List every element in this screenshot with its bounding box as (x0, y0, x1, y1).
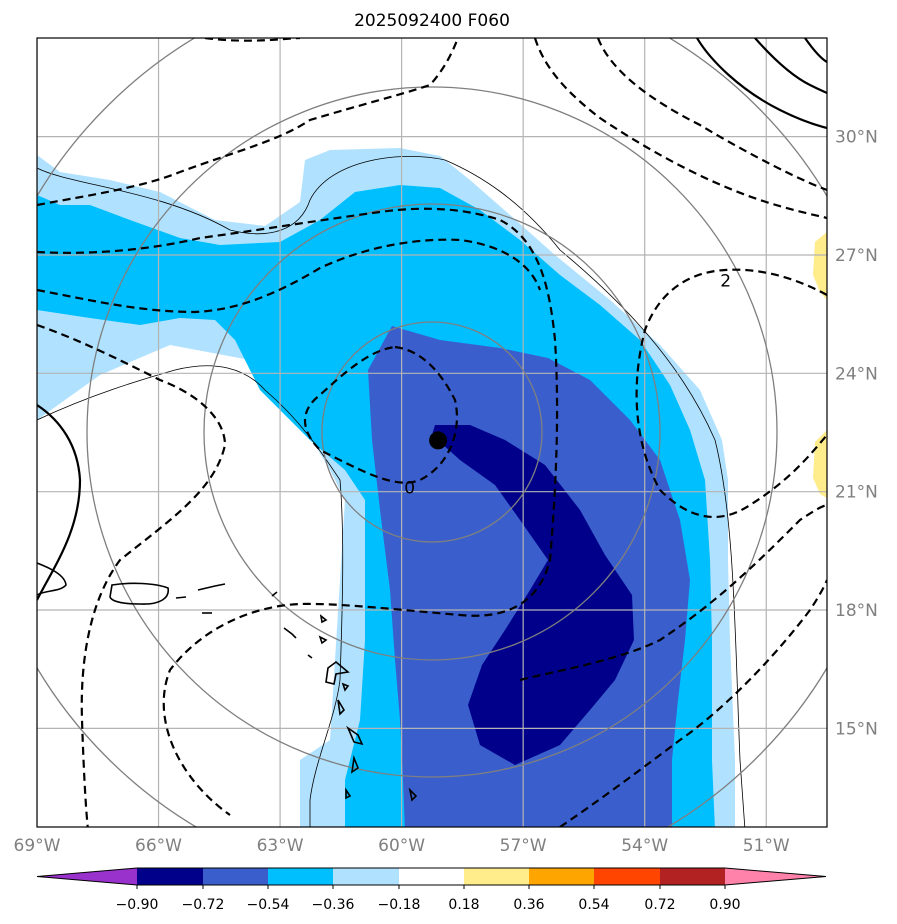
coastline-small-island (307, 654, 313, 659)
colorbar-segment (594, 868, 660, 885)
distance-ring (321, 321, 543, 543)
distance-rings (37, 38, 827, 827)
dashed-contours (37, 38, 827, 827)
colorbar-segment (333, 868, 399, 885)
map-area: 02 (37, 38, 827, 827)
latitude-tick-label: 27°N (835, 246, 878, 266)
coastline-small-island (341, 682, 350, 692)
coastline-small-island (175, 596, 187, 599)
colorbar-tick-label: −0.18 (378, 897, 421, 913)
contour-line (519, 503, 827, 682)
coastline-small-island (345, 787, 352, 800)
coastline-st-lucia (350, 754, 359, 774)
coastline-guadeloupe (325, 660, 350, 685)
colorbar-segment (529, 868, 594, 885)
contour-line (37, 207, 559, 816)
longitude-tick-label: 63°W (257, 836, 304, 856)
latitude-tick-label: 30°N (835, 128, 878, 148)
storm-center-marker (429, 431, 448, 450)
colorbar-segment (203, 868, 268, 885)
map-title: 2025092400 F060 (354, 11, 510, 31)
colorbar-tick-label: 0.72 (644, 897, 675, 913)
contour-label: 2 (720, 272, 731, 292)
colorbar-segment (660, 868, 725, 885)
latitude-tick-label: 21°N (835, 483, 878, 503)
contour-line (754, 38, 827, 94)
contour-line (559, 579, 827, 827)
coastline-small-island (319, 614, 328, 624)
colorbar-tick-label: 0.54 (578, 897, 609, 913)
map-frame (36, 37, 828, 828)
contour-line (635, 268, 827, 519)
longitude-tick-label: 57°W (500, 836, 547, 856)
contour-line (596, 38, 827, 192)
contour-labels: 02 (404, 272, 731, 499)
coastlines (37, 562, 418, 802)
contour-line (804, 38, 827, 63)
colorbar-segment (137, 868, 203, 885)
anomaly-outline-inner (37, 365, 344, 827)
distance-ring (203, 203, 661, 661)
shading-positive-patch-north (813, 232, 827, 300)
longitude-labels: 69°W 66°W 63°W 60°W 57°W 54°W 51°W (14, 836, 790, 856)
colorbar-extend-low (37, 868, 137, 885)
distance-ring (86, 86, 778, 778)
colorbar-tick-label: 0.36 (513, 897, 544, 913)
colorbar-tick-label: 0.18 (448, 897, 479, 913)
colorbar-segment (268, 868, 333, 885)
latitude-tick-label: 24°N (835, 364, 878, 384)
coastline-dominica (337, 699, 346, 716)
contour-line (696, 38, 827, 130)
latitude-tick-label: 18°N (835, 601, 878, 621)
colorbar-segment (464, 868, 529, 885)
coastline-martinique (346, 725, 364, 746)
anomaly-outline (37, 155, 746, 827)
contour-label: 0 (404, 479, 415, 499)
contour-line (37, 238, 542, 314)
coastline-puerto-rico (109, 582, 169, 605)
coastline-small-island (197, 583, 226, 591)
contour-line (37, 323, 227, 827)
coastline-small-island (271, 591, 278, 597)
colorbar: −0.90 −0.72 −0.54 −0.36 −0.18 0.18 0.36 0.54 0.7… (36, 867, 827, 913)
contour-line (304, 345, 459, 484)
latitude-labels: 15°N 18°N 21°N 24°N 27°N 30°N (835, 128, 878, 740)
graticule (37, 38, 827, 827)
colorbar-tick-label: −0.90 (116, 897, 159, 913)
coastline-hispaniola (37, 562, 67, 596)
latitude-tick-label: 15°N (835, 719, 878, 739)
contour-line (533, 38, 827, 220)
coastline-small-island (318, 635, 328, 645)
colorbar-tick-label: −0.36 (312, 897, 355, 913)
colorbar-tick-label: −0.72 (182, 897, 225, 913)
colorbar-tick-label: −0.54 (247, 897, 290, 913)
longitude-tick-label: 69°W (14, 836, 61, 856)
longitude-tick-label: 60°W (378, 836, 425, 856)
longitude-tick-label: 51°W (743, 836, 790, 856)
colorbar-tick-label: 0.90 (709, 897, 740, 913)
coastline-barbados (408, 787, 418, 802)
longitude-tick-label: 54°W (621, 836, 668, 856)
colorbar-extend-high (725, 868, 826, 885)
coastline-small-island (283, 627, 297, 639)
contour-line (37, 38, 460, 207)
colorbar-segment (399, 868, 464, 885)
longitude-tick-label: 66°W (135, 836, 182, 856)
